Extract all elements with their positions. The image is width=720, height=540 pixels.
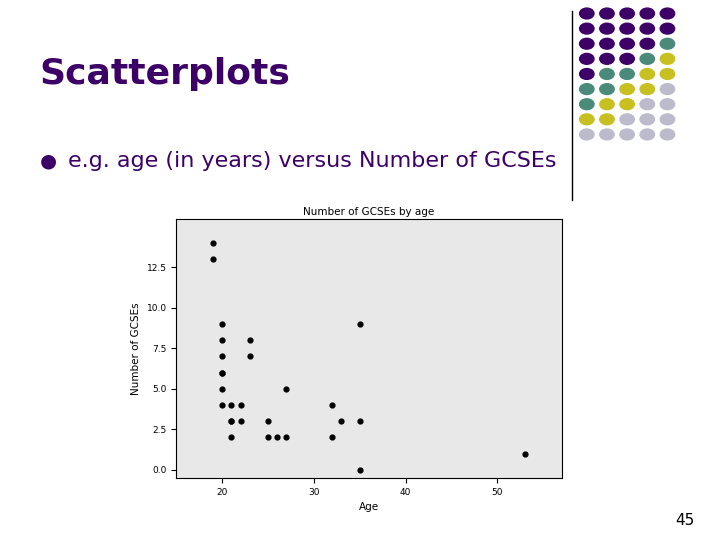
Point: [207, 239, 219, 247]
Text: Scatterplots: Scatterplots: [40, 57, 290, 91]
Point: [217, 368, 228, 377]
Point: [225, 417, 237, 426]
Point: [225, 433, 237, 442]
Point: [217, 384, 228, 393]
Point: [217, 320, 228, 328]
Point: [225, 417, 237, 426]
Text: 45: 45: [675, 513, 695, 528]
Point: [217, 352, 228, 361]
Y-axis label: Number of GCSEs: Number of GCSEs: [131, 302, 141, 395]
Point: [327, 433, 338, 442]
Text: ●: ●: [40, 151, 57, 170]
Point: [336, 417, 347, 426]
Point: [281, 384, 292, 393]
Point: [271, 433, 283, 442]
Point: [354, 320, 366, 328]
Point: [217, 336, 228, 345]
Point: [354, 465, 366, 474]
Point: [217, 401, 228, 409]
Point: [281, 433, 292, 442]
Point: [217, 368, 228, 377]
Point: [225, 401, 237, 409]
Point: [354, 417, 366, 426]
Point: [519, 449, 531, 458]
Point: [327, 401, 338, 409]
Point: [244, 336, 256, 345]
Title: Number of GCSEs by age: Number of GCSEs by age: [303, 206, 435, 217]
Point: [235, 417, 246, 426]
Point: [207, 255, 219, 264]
Text: e.g. age (in years) versus Number of GCSEs: e.g. age (in years) versus Number of GCS…: [68, 151, 557, 171]
Point: [262, 417, 274, 426]
Point: [244, 352, 256, 361]
Point: [235, 401, 246, 409]
Point: [262, 433, 274, 442]
X-axis label: Age: Age: [359, 502, 379, 512]
